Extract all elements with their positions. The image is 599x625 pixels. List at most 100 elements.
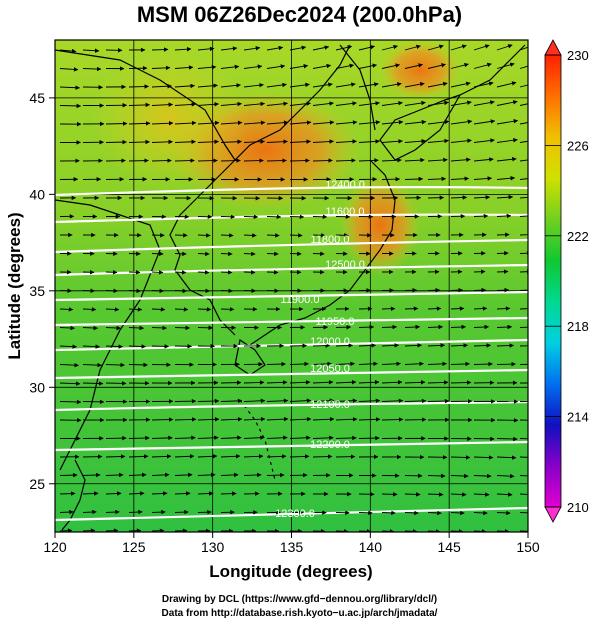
y-tick-label: 40 bbox=[29, 186, 45, 202]
wind-arrow bbox=[174, 491, 191, 496]
wind-arrow bbox=[151, 435, 173, 441]
wind-arrow bbox=[105, 288, 119, 294]
wind-arrow bbox=[266, 82, 287, 88]
map-title: MSM 06Z26Dec2024 (200.0hPa) bbox=[136, 2, 463, 27]
wind-arrow bbox=[427, 510, 442, 516]
wind-arrow bbox=[220, 158, 241, 163]
x-tick-label: 145 bbox=[437, 539, 461, 555]
wind-arrow bbox=[174, 288, 188, 294]
wind-arrow bbox=[128, 307, 143, 312]
wind-arrow bbox=[105, 528, 119, 532]
warm-region-northeast bbox=[380, 40, 460, 100]
wind-arrow bbox=[174, 325, 191, 331]
korea-coast bbox=[169, 159, 236, 336]
wind-arrow bbox=[105, 509, 120, 515]
wind-arrow bbox=[82, 528, 96, 532]
wind-arrow bbox=[59, 103, 82, 109]
wind-arrow bbox=[496, 81, 517, 88]
wind-arrow bbox=[335, 435, 357, 441]
wind-arrow bbox=[174, 65, 194, 70]
wind-vectors bbox=[59, 44, 528, 532]
wind-arrow bbox=[473, 287, 487, 293]
wind-arrow bbox=[450, 455, 471, 460]
wind-arrow bbox=[473, 510, 488, 516]
wind-arrow bbox=[358, 82, 379, 88]
wind-arrow bbox=[381, 343, 400, 348]
wind-arrow bbox=[82, 491, 99, 496]
wind-arrow bbox=[197, 251, 210, 257]
wind-arrow bbox=[427, 81, 448, 88]
wind-arrow bbox=[335, 101, 357, 106]
colorbar-tick-label: 226 bbox=[567, 138, 589, 153]
wind-arrow bbox=[519, 234, 528, 236]
wind-arrow bbox=[404, 63, 423, 69]
wind-arrow bbox=[174, 417, 197, 422]
wind-arrow bbox=[266, 416, 289, 422]
wind-arrow bbox=[519, 326, 528, 328]
wind-arrow bbox=[151, 65, 171, 71]
wind-arrow bbox=[105, 307, 120, 312]
wind-arrow bbox=[427, 176, 447, 182]
wind-arrow bbox=[381, 324, 398, 330]
contour-line bbox=[55, 400, 528, 412]
wind-arrow bbox=[151, 344, 170, 349]
wind-arrow bbox=[496, 455, 517, 460]
contour-line bbox=[55, 186, 528, 197]
wind-arrow bbox=[496, 492, 513, 497]
wind-arrow bbox=[289, 158, 310, 163]
contour-line bbox=[55, 368, 528, 380]
kuril-coast bbox=[459, 44, 526, 96]
wind-arrow bbox=[243, 416, 266, 422]
y-axis: 25 30 35 40 45 bbox=[29, 90, 55, 492]
contour-label: 12200.0 bbox=[310, 439, 350, 451]
wind-arrow bbox=[312, 158, 333, 163]
wind-arrow bbox=[450, 324, 467, 330]
wind-arrow bbox=[59, 325, 76, 331]
wind-arrow bbox=[266, 139, 288, 144]
wind-arrow bbox=[220, 398, 243, 404]
colorbar-min-triangle bbox=[544, 506, 562, 523]
wind-arrow bbox=[450, 138, 472, 143]
wind-arrow bbox=[105, 344, 124, 349]
wind-arrow bbox=[151, 270, 164, 275]
wind-arrow bbox=[174, 454, 195, 459]
wind-arrow bbox=[128, 472, 147, 478]
wind-arrow bbox=[473, 138, 495, 143]
wind-arrow bbox=[243, 380, 265, 385]
x-tick-label: 135 bbox=[280, 539, 304, 555]
wind-arrow bbox=[519, 269, 528, 274]
warm-region-japan bbox=[340, 175, 420, 275]
wind-arrow bbox=[519, 419, 528, 421]
wind-arrow bbox=[427, 324, 444, 330]
wind-arrow bbox=[59, 509, 74, 515]
wind-arrow bbox=[404, 380, 426, 385]
wind-arrow bbox=[128, 454, 149, 459]
wind-arrow bbox=[473, 119, 496, 125]
wind-arrow bbox=[358, 139, 380, 144]
wind-arrow bbox=[312, 101, 334, 106]
wind-arrow bbox=[496, 510, 511, 516]
wind-arrow bbox=[266, 158, 287, 163]
contour-label: 11800.0 bbox=[311, 234, 350, 246]
wind-arrow bbox=[243, 82, 264, 88]
wind-arrow bbox=[289, 139, 311, 144]
wind-arrow bbox=[519, 159, 528, 162]
wind-arrow bbox=[473, 44, 490, 51]
wind-arrow bbox=[197, 472, 216, 478]
wind-arrow bbox=[197, 435, 219, 440]
wind-arrow bbox=[450, 473, 469, 479]
wind-arrow bbox=[519, 178, 528, 180]
wind-arrow bbox=[59, 344, 78, 349]
wind-arrow bbox=[243, 101, 266, 107]
wind-arrow bbox=[59, 67, 79, 72]
colorbar-tick-label: 230 bbox=[567, 48, 589, 63]
wind-arrow bbox=[427, 492, 444, 497]
wind-arrow bbox=[243, 139, 265, 144]
wind-arrow bbox=[335, 343, 354, 348]
wind-arrow bbox=[151, 102, 174, 107]
wind-arrow bbox=[243, 472, 262, 478]
wind-arrow bbox=[381, 510, 396, 516]
wind-arrow bbox=[519, 475, 528, 477]
wind-arrow bbox=[197, 398, 220, 404]
wind-arrow bbox=[496, 306, 511, 311]
